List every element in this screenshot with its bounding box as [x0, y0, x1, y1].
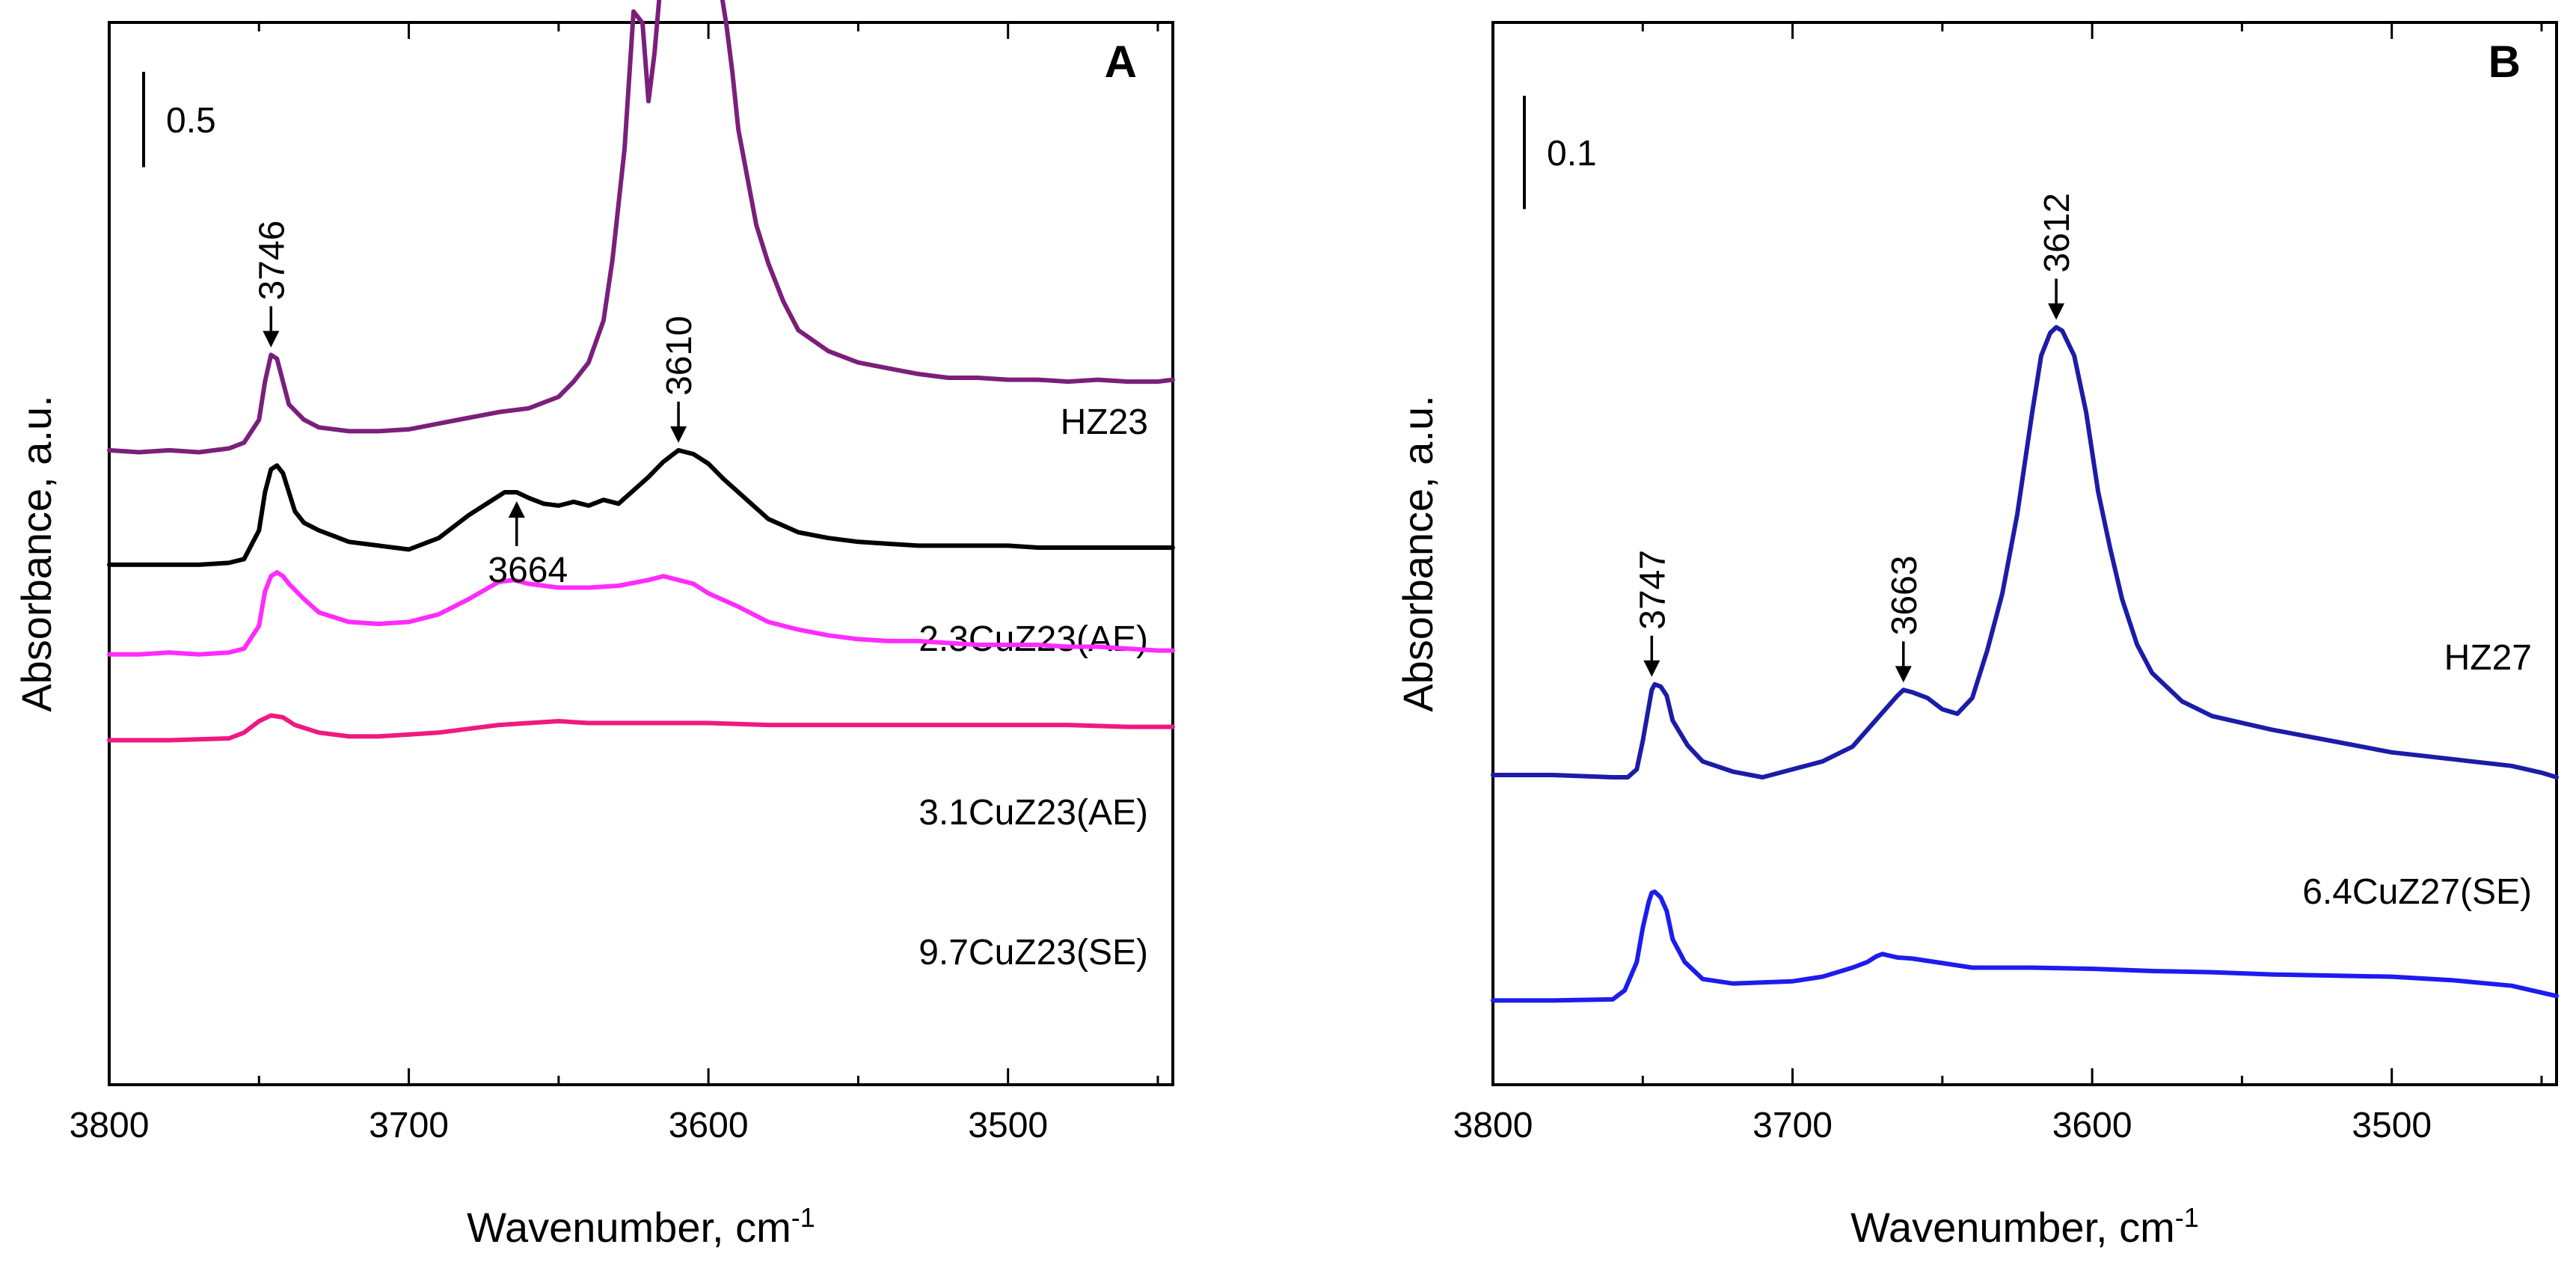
x-tick-label: 3500	[2352, 1106, 2432, 1145]
x-axis-title-superscript: -1	[791, 1202, 815, 1233]
scale-bar-label: 0.5	[166, 101, 216, 141]
panel-letter: B	[2488, 37, 2521, 87]
x-tick-label: 3600	[669, 1106, 749, 1145]
peak-arrowhead	[670, 426, 687, 443]
peak-arrowhead	[508, 501, 525, 518]
peak-arrowhead	[2048, 303, 2065, 320]
peak-label: 3612	[2037, 193, 2077, 273]
y-axis-title: Absorbance, a.u.	[13, 395, 60, 711]
peak-arrowhead	[263, 331, 280, 348]
plot-frame	[108, 21, 1174, 1086]
x-tick-label: 3700	[369, 1106, 449, 1145]
scale-bar-label: 0.1	[1547, 134, 1597, 174]
y-axis-title: Absorbance, a.u.	[1394, 395, 1441, 711]
peak-label: 3663	[1885, 556, 1925, 636]
x-axis-title-superscript: -1	[2175, 1202, 2199, 1233]
x-axis-title: Wavenumber, cm-1	[467, 1202, 815, 1252]
plot-frame	[1491, 21, 2558, 1086]
series-label: HZ27	[2444, 638, 2532, 678]
x-tick-label: 3600	[2052, 1106, 2132, 1145]
x-tick-label: 3800	[70, 1106, 150, 1145]
series-label: 6.4CuZ27(SE)	[2302, 872, 2532, 912]
panel-a: 3800 3700 3600 3500 Wavenumber, cm-1 Absorban…	[13, 0, 1175, 1252]
series-line	[1491, 325, 2559, 780]
panel-b: 3800 3700 3600 3500 Wavenumber, cm-1 Absorban…	[1394, 21, 2559, 1252]
series-label: 2.3CuZ23(AE)	[919, 619, 1148, 659]
peak-label: 3610	[660, 316, 699, 396]
series-line	[107, 447, 1175, 567]
peak-label: 3747	[1633, 550, 1672, 630]
peak-label: 3664	[488, 551, 568, 590]
series-line	[107, 0, 1175, 455]
series-line	[107, 570, 1175, 657]
x-axis-title: Wavenumber, cm-1	[1850, 1202, 2199, 1252]
x-tick-label: 3500	[968, 1106, 1048, 1145]
x-tick-label: 3700	[1752, 1106, 1833, 1145]
peak-label: 3746	[252, 221, 292, 301]
series-label: HZ23	[1061, 402, 1148, 442]
series-line	[1491, 889, 2559, 1003]
peak-arrowhead	[1643, 660, 1660, 677]
series-line	[107, 713, 1175, 743]
x-tick-label: 3800	[1453, 1106, 1533, 1145]
series-label: 3.1CuZ23(AE)	[919, 793, 1148, 833]
peak-arrowhead	[1895, 666, 1912, 683]
panel-letter: A	[1105, 37, 1137, 87]
series-label: 9.7CuZ23(SE)	[919, 933, 1148, 973]
